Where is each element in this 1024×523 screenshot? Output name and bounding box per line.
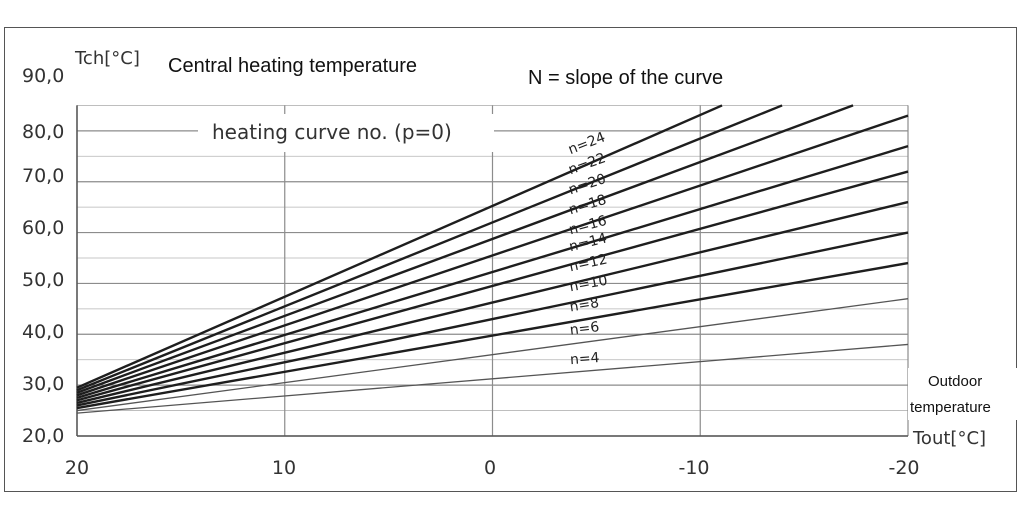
ylabel-box [72,44,158,70]
y-tick-label: 30,0 [22,373,64,395]
x-tick-label: -20 [888,457,919,479]
x-tick-labels: 20 10 0 -10 -20 [65,457,920,479]
x-tick-label: 20 [65,457,89,479]
curve-annotation: heating curve no. (p=0) [212,120,452,144]
series-line [76,261,909,410]
series-lines [76,104,909,414]
y-axis-title: Tch[°C] [74,48,140,69]
series-line [76,231,909,407]
series-line [76,114,909,397]
x-axis-note-line2: temperature [910,399,991,416]
x-tick-label: 0 [484,457,496,479]
y-tick-labels: 20,0 30,0 40,0 50,0 60,0 70,0 80,0 90,0 [22,65,64,447]
xnote-box [908,368,1018,420]
x-tick-label: -10 [678,457,709,479]
subtitle-box [518,64,780,92]
y-tick-label: 20,0 [22,425,64,447]
x-tick-label: 10 [272,457,296,479]
series-label: n=6 [569,319,600,338]
series-line [76,144,909,400]
chart-subtitle: N = slope of the curve [528,67,723,89]
series-line [76,200,909,405]
series-labels: n=4n=6n=8n=10n=12n=14n=16n=18n=20n=22n=2… [566,129,609,368]
y-tick-label: 80,0 [22,121,64,143]
series-line [76,298,909,412]
y-tick-label: 70,0 [22,165,64,187]
series-label: n=4 [569,350,600,368]
series-label: n=10 [568,273,609,296]
y-tick-label: 40,0 [22,321,64,343]
chart-title: Central heating temperature [168,55,417,77]
series-label: n=8 [569,295,601,315]
y-tick-label: 60,0 [22,217,64,239]
series-line [76,104,723,389]
series-label: n=12 [568,252,609,276]
x-axis-title: Tout[°C] [912,428,986,449]
series-line [76,104,783,392]
chart-frame [4,27,1017,492]
annotation-box [198,114,494,152]
x-axis-note-line1: Outdoor [928,373,982,390]
series-line [76,104,854,394]
title-box [158,52,478,84]
y-tick-label: 90,0 [22,65,64,87]
y-tick-label: 50,0 [22,269,64,291]
series-line [76,343,909,414]
series-line [76,170,909,402]
